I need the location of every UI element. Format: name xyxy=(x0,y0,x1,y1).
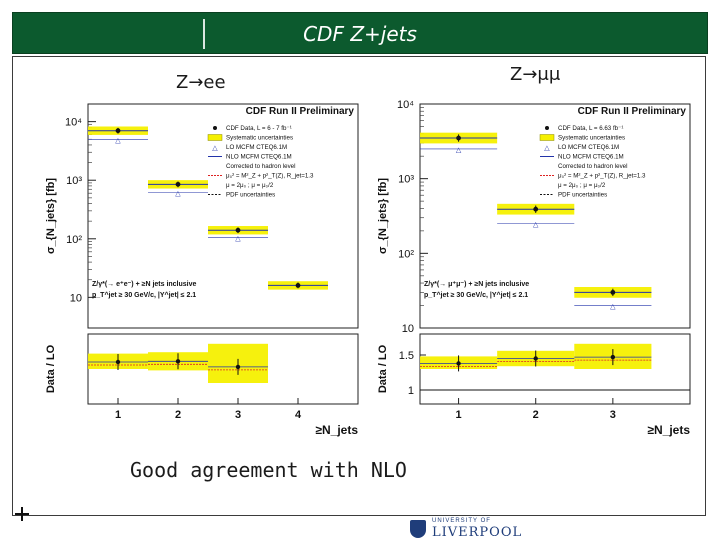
y-tick-label: 10 xyxy=(402,323,414,335)
lo-marker: △ xyxy=(610,304,616,311)
logo-small-text: UNIVERSITY OF xyxy=(432,518,491,524)
y-tick-label: 10⁴ xyxy=(397,99,414,111)
x-tick-label: 1 xyxy=(456,409,462,421)
university-logo: UNIVERSITY OF LIVERPOOL xyxy=(410,518,530,540)
y-tick-label: 10 xyxy=(70,292,82,304)
x-tick-label: 1 xyxy=(115,409,121,421)
data-point xyxy=(235,227,241,233)
ratio-tick-label: 1.5 xyxy=(399,350,414,362)
legend-swatch-data xyxy=(545,126,549,130)
ratio-data-point xyxy=(175,359,181,364)
ratio-data-point xyxy=(610,354,616,360)
ratio-data-point xyxy=(115,359,121,365)
lo-marker: △ xyxy=(533,222,539,229)
y-tick-label: 10² xyxy=(398,248,414,260)
legend-swatch-lo: △ xyxy=(212,145,218,152)
slide-title: CDF Z+jets xyxy=(303,22,417,46)
title-divider xyxy=(203,19,205,49)
legend-entry: PDF uncertainties xyxy=(226,192,275,199)
lo-marker: △ xyxy=(175,190,181,197)
ratio-data-point xyxy=(456,361,461,366)
legend-entry: μ = 2μ₀ ; μ = μ₀/2 xyxy=(226,182,274,189)
legend-entry: CDF Data, L = 6.63 fb⁻¹ xyxy=(558,125,623,132)
legend-swatch-data xyxy=(213,126,217,130)
x-axis-label: ≥N_jets xyxy=(647,423,690,437)
y-axis-label: σ_{N_jets} [fb] xyxy=(377,178,389,254)
chart-annotation: Z/γ*(→ e⁺e⁻) + ≥N jets inclusive xyxy=(92,281,197,288)
x-axis-label: ≥N_jets xyxy=(315,423,358,437)
legend-entry: μ₀² = M²_Z + p²_T(Z), R_jet=1.3 xyxy=(558,173,646,180)
y-tick-label: 10² xyxy=(66,234,82,246)
legend-swatch-systematic xyxy=(539,134,555,141)
data-point xyxy=(610,289,616,295)
ratio-axis-label: Data / LO xyxy=(377,344,389,393)
x-tick-label: 2 xyxy=(175,409,181,421)
legend-entry: PDF uncertainties xyxy=(558,192,607,199)
lo-marker: △ xyxy=(235,236,241,243)
data-point xyxy=(115,128,121,134)
left-channel-label: Z→ee xyxy=(176,72,226,93)
crest-icon xyxy=(410,520,426,538)
x-tick-label: 3 xyxy=(235,409,241,421)
legend-entry: μ₀² = M²_Z + p²_T(Z), R_jet=1.3 xyxy=(226,173,314,180)
title-bar: CDF Z+jets xyxy=(12,12,708,54)
x-tick-label: 2 xyxy=(533,409,539,421)
legend-swatch-lo: △ xyxy=(544,145,550,152)
legend-entry: Systematic uncertainties xyxy=(558,135,625,142)
legend-entry: LO MCFM CTEQ6.1M xyxy=(226,144,287,151)
slide-corner-mark xyxy=(15,507,29,521)
ratio-data-point xyxy=(533,356,538,361)
legend-entry: CDF Data, L = 6 - 7 fb⁻¹ xyxy=(226,125,292,132)
logo-big-text: LIVERPOOL xyxy=(432,525,523,540)
x-tick-label: 4 xyxy=(295,409,302,421)
legend-entry: Systematic uncertainties xyxy=(226,135,293,142)
chart-annotation: p_T^jet ≥ 30 GeV/c, |Y^jet| ≤ 2.1 xyxy=(92,291,196,299)
ee-chart: 10⁴ 10³ 10² 10 CDF Run II Preliminary σ_{N_je… xyxy=(45,103,359,437)
lo-marker: △ xyxy=(115,137,121,144)
data-point xyxy=(295,283,301,288)
y-tick-label: 10⁴ xyxy=(65,117,82,129)
footer-text: Good agreement with NLO xyxy=(130,458,407,482)
legend-entry: Corrected to hadron level xyxy=(558,163,627,170)
chart-title: CDF Run II Preliminary xyxy=(246,106,355,117)
ratio-axis-label: Data / LO xyxy=(45,344,57,393)
chart-title: CDF Run II Preliminary xyxy=(578,106,687,117)
y-tick-label: 10³ xyxy=(398,174,414,186)
legend-swatch-systematic xyxy=(207,134,223,141)
y-tick-label: 10³ xyxy=(66,175,82,187)
ratio-data-point xyxy=(235,364,241,370)
y-axis-label: σ_{N_jets} [fb] xyxy=(45,178,57,254)
content-frame xyxy=(12,56,706,516)
main-plot-frame xyxy=(87,103,359,329)
right-channel-label: Z→μμ xyxy=(510,64,561,85)
legend-entry: μ = 2μ₀ ; μ = μ₀/2 xyxy=(558,182,606,189)
legend-entry: LO MCFM CTEQ6.1M xyxy=(558,144,619,151)
ratio-tick-label: 1 xyxy=(408,385,414,397)
data-point xyxy=(533,206,539,212)
legend-entry: NLO MCFM CTEQ6.1M xyxy=(558,154,624,161)
chart-annotation: Z/γ*(→ μ⁺μ⁻) + ≥N jets inclusive xyxy=(424,281,529,288)
legend-entry: NLO MCFM CTEQ6.1M xyxy=(226,154,292,161)
mumu-chart: 10⁴ 10³ 10² 10 CDF Run II Preliminary σ_{N_je… xyxy=(377,99,691,437)
legend-entry: Corrected to hadron level xyxy=(226,163,295,170)
chart-annotation: p_T^jet ≥ 30 GeV/c, |Y^jet| ≤ 2.1 xyxy=(424,291,528,299)
data-point xyxy=(175,181,181,187)
lo-marker: △ xyxy=(456,147,462,154)
x-tick-label: 3 xyxy=(610,409,616,421)
data-point xyxy=(456,135,461,141)
